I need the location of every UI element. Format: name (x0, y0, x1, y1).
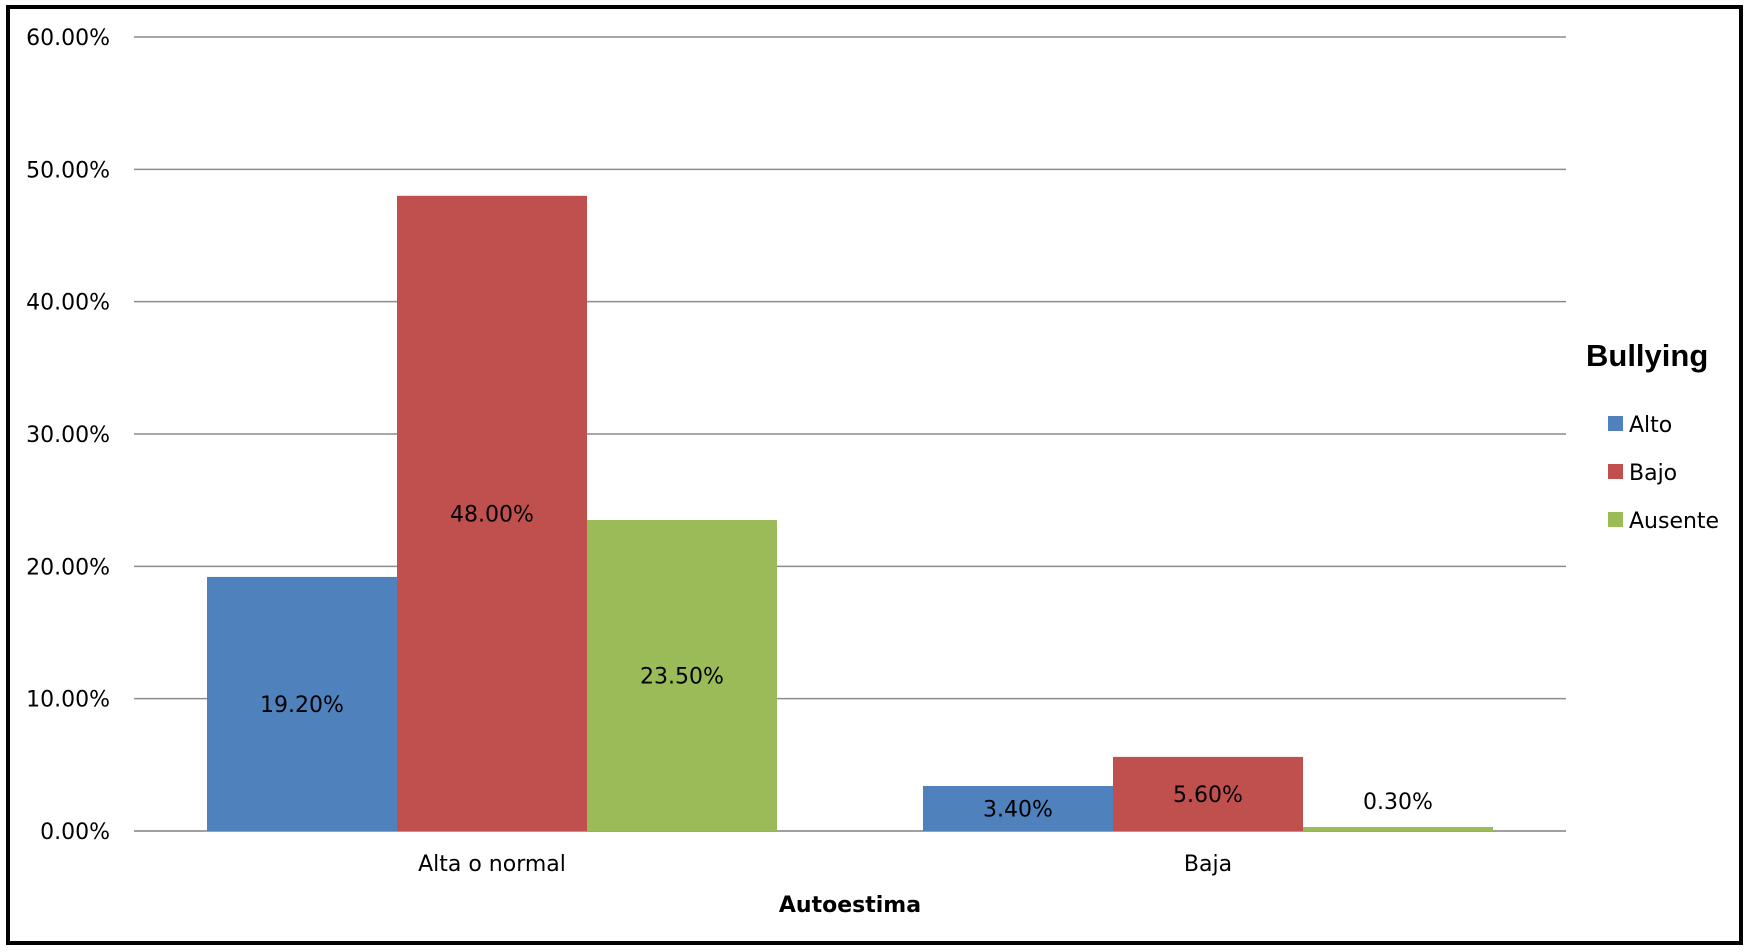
data-label: 48.00% (450, 502, 534, 527)
y-tick-label: 10.00% (26, 688, 110, 713)
data-label: 3.40% (983, 798, 1053, 823)
y-tick-label: 30.00% (26, 423, 110, 448)
legend: Bullying Alto Bajo Ausente (1586, 338, 1719, 534)
legend-label-alto: Alto (1629, 413, 1672, 438)
bars (207, 195, 1493, 832)
y-tick-label: 60.00% (26, 26, 110, 51)
legend-title: Bullying (1586, 338, 1708, 373)
y-tick-label: 0.00% (40, 820, 110, 845)
legend-label-ausente: Ausente (1629, 509, 1719, 534)
bar-bajo-0 (397, 195, 587, 832)
bar-alto-1 (923, 786, 1113, 831)
data-label: 23.50% (640, 665, 724, 690)
y-tick-label: 40.00% (26, 291, 110, 316)
data-label: 19.20% (260, 693, 344, 718)
bar-alto-0 (207, 576, 397, 831)
legend-swatch-ausente (1608, 512, 1623, 527)
data-label: 5.60% (1173, 783, 1243, 808)
y-tick-label: 50.00% (26, 158, 110, 183)
bar-ausente-0 (587, 520, 777, 831)
bar-bajo-1 (1113, 756, 1303, 831)
x-axis-title: Autoestima (779, 893, 921, 918)
data-labels: 19.20% 48.00% 23.50% 3.40% 5.60% 0.30% (260, 502, 1433, 822)
legend-swatch-bajo (1608, 464, 1623, 479)
data-label: 0.30% (1363, 790, 1433, 815)
y-axis-ticks: 0.00% 10.00% 20.00% 30.00% 40.00% 50.00% 60.00… (26, 26, 110, 845)
x-category-label: Baja (1184, 852, 1232, 877)
legend-label-bajo: Bajo (1629, 461, 1677, 486)
x-axis-categories: Alta o normal Baja (418, 852, 1232, 877)
y-tick-label: 20.00% (26, 555, 110, 580)
x-category-label: Alta o normal (418, 852, 566, 877)
legend-swatch-alto (1608, 416, 1623, 431)
bar-ausente-1 (1303, 827, 1493, 831)
